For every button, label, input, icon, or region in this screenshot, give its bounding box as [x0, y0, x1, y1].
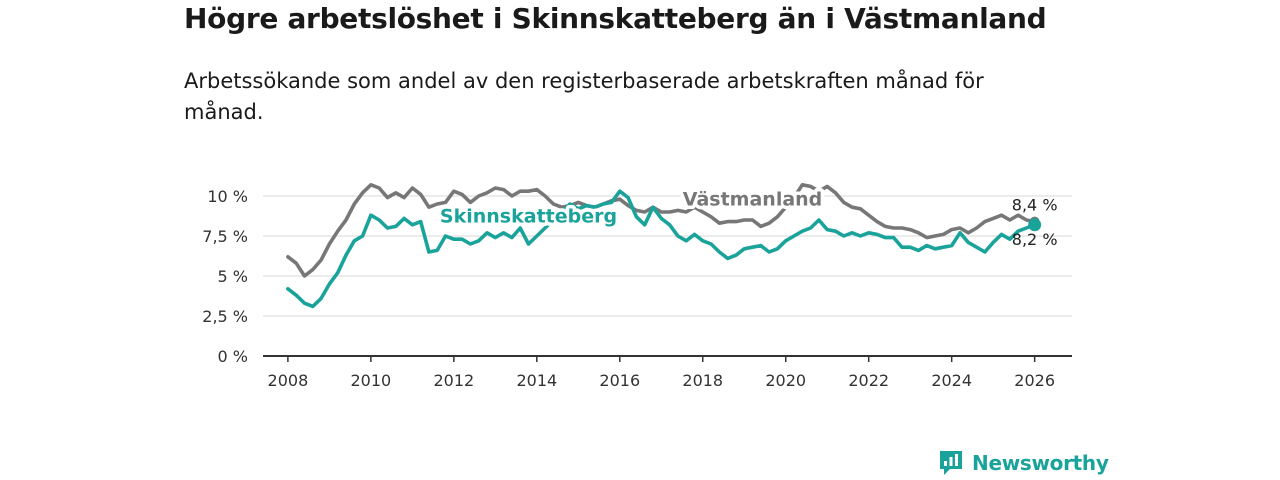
- series-label-vastmanland-halo: Västmanland: [683, 189, 823, 211]
- y-tick-label: 7,5 %: [202, 227, 248, 246]
- x-tick-label: 2024: [931, 371, 972, 390]
- x-tick-label: 2016: [599, 371, 640, 390]
- x-tick-label: 2014: [516, 371, 557, 390]
- x-tick-label: 2026: [1014, 371, 1055, 390]
- x-tick-label: 2012: [433, 371, 474, 390]
- x-tick-label: 2020: [765, 371, 806, 390]
- chart-subtitle: Arbetssökande som andel av den registerb…: [184, 69, 984, 124]
- end-label-skinnskatteberg: 8,2 %: [1012, 230, 1058, 249]
- series-label-vastmanland: Västmanland: [683, 189, 823, 211]
- y-tick-label: 5 %: [218, 267, 248, 286]
- x-tick-label: 2010: [351, 371, 392, 390]
- y-tick-label: 10 %: [207, 187, 248, 206]
- chart-title: Högre arbetslöshet i Skinnskatteberg än …: [184, 2, 1047, 35]
- end-marker-skinnskatteberg: [1028, 218, 1042, 232]
- series-line-v-stmanland: [286, 183, 1037, 278]
- y-tick-label: 0 %: [218, 347, 248, 366]
- newsworthy-logo-icon: [940, 451, 962, 475]
- x-tick-label: 2018: [682, 371, 723, 390]
- x-tick-label: 2008: [268, 371, 309, 390]
- newsworthy-logo-text: Newsworthy: [972, 451, 1109, 475]
- series-line-skinnskatteberg: [286, 189, 1037, 309]
- x-tick-label: 2022: [848, 371, 889, 390]
- y-tick-label: 2,5 %: [202, 307, 248, 326]
- series-label-skinnskatteberg-halo: Skinnskatteberg: [440, 205, 617, 227]
- series-label-skinnskatteberg: Skinnskatteberg: [440, 205, 617, 227]
- newsworthy-logo: Newsworthy: [938, 449, 1109, 477]
- end-label-vastmanland: 8,4 %: [1012, 196, 1058, 215]
